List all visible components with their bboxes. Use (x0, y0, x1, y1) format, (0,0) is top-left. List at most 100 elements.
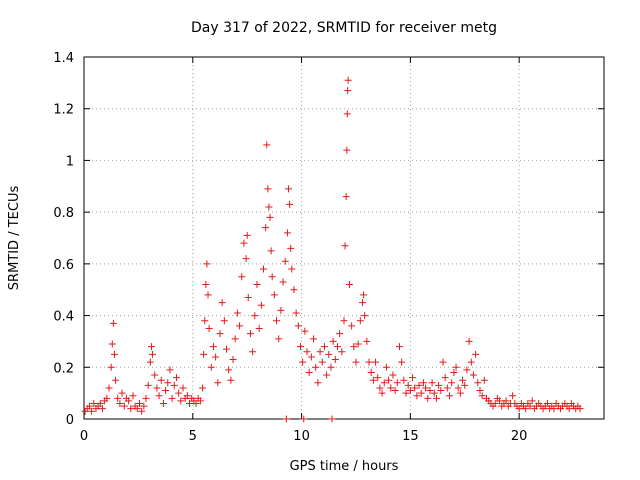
data-point (439, 358, 447, 366)
data-point (179, 384, 187, 392)
data-point (151, 371, 159, 379)
x-tick-label: 15 (402, 429, 419, 444)
data-point (307, 353, 315, 361)
data-point (312, 363, 320, 371)
data-point (393, 379, 401, 387)
data-point (404, 381, 412, 389)
data-point (428, 379, 436, 387)
data-point (419, 379, 427, 387)
data-point (343, 146, 351, 154)
data-point (358, 299, 366, 307)
data-point (196, 397, 204, 405)
y-tick-label: 0.4 (53, 310, 74, 325)
data-point (277, 306, 285, 314)
data-point (363, 337, 371, 345)
data-point (365, 358, 373, 366)
data-point (376, 384, 384, 392)
data-point (138, 407, 146, 415)
data-point (565, 405, 573, 413)
data-point (157, 376, 165, 384)
data-point (244, 293, 252, 301)
data-point (243, 231, 251, 239)
data-point (491, 399, 499, 407)
data-point (456, 389, 464, 397)
data-point (263, 141, 271, 149)
data-point (474, 379, 482, 387)
data-point (409, 374, 417, 382)
plot-frame (83, 56, 605, 420)
data-point (155, 392, 163, 400)
data-point (435, 381, 443, 389)
x-tick-label: 20 (511, 429, 528, 444)
data-point (264, 185, 272, 193)
data-point (268, 273, 276, 281)
data-point (314, 379, 322, 387)
data-point (472, 350, 480, 358)
data-point (478, 392, 486, 400)
data-point (200, 350, 208, 358)
data-point (452, 363, 460, 371)
data-point (441, 374, 449, 382)
y-tick-label: 0 (66, 413, 74, 428)
data-point (205, 325, 213, 332)
data-point (142, 394, 150, 402)
data-point (446, 392, 454, 400)
y-tick-label: 1.2 (53, 103, 74, 118)
data-point (270, 291, 278, 299)
data-point (372, 358, 380, 366)
data-point (378, 389, 386, 397)
data-point (202, 281, 210, 289)
data-point (203, 260, 211, 268)
data-point (294, 322, 302, 330)
data-point (135, 399, 143, 407)
y-tick-label: 0.2 (53, 361, 74, 376)
data-point (369, 376, 377, 384)
data-point (118, 389, 126, 397)
data-point (186, 399, 194, 407)
data-point (201, 317, 209, 325)
data-point (437, 387, 445, 395)
data-point (214, 379, 222, 387)
data-point (344, 76, 352, 84)
data-point (476, 387, 484, 395)
data-point (209, 343, 217, 351)
data-point (400, 376, 408, 384)
data-point (259, 265, 267, 273)
data-point (216, 330, 224, 338)
data-point (175, 389, 183, 397)
data-point (443, 384, 451, 392)
data-point (296, 343, 304, 351)
data-point (402, 389, 410, 397)
data-point (159, 399, 167, 407)
data-point (461, 381, 469, 389)
data-point (316, 348, 324, 356)
data-point (285, 185, 293, 193)
data-point (528, 397, 536, 405)
data-point (350, 343, 358, 351)
data-point (469, 371, 477, 379)
data-point (177, 397, 185, 405)
data-point (267, 247, 275, 255)
data-point (265, 203, 273, 211)
data-point (361, 312, 369, 320)
data-point (129, 392, 137, 400)
data-point (328, 415, 336, 423)
data-point (218, 299, 226, 307)
data-point (279, 278, 287, 286)
data-point (360, 291, 368, 299)
data-point (282, 415, 290, 423)
data-point (327, 363, 335, 371)
data-point (318, 358, 326, 366)
y-axis-label: SRMTID / TECUs (7, 186, 22, 291)
data-point (325, 350, 333, 358)
data-point (387, 384, 395, 392)
data-point (170, 381, 178, 389)
data-point (430, 389, 438, 397)
data-point (290, 286, 298, 294)
data-point (286, 200, 294, 208)
data-point (116, 399, 124, 407)
data-point (422, 384, 430, 392)
data-point (114, 394, 122, 402)
data-point (389, 371, 397, 379)
